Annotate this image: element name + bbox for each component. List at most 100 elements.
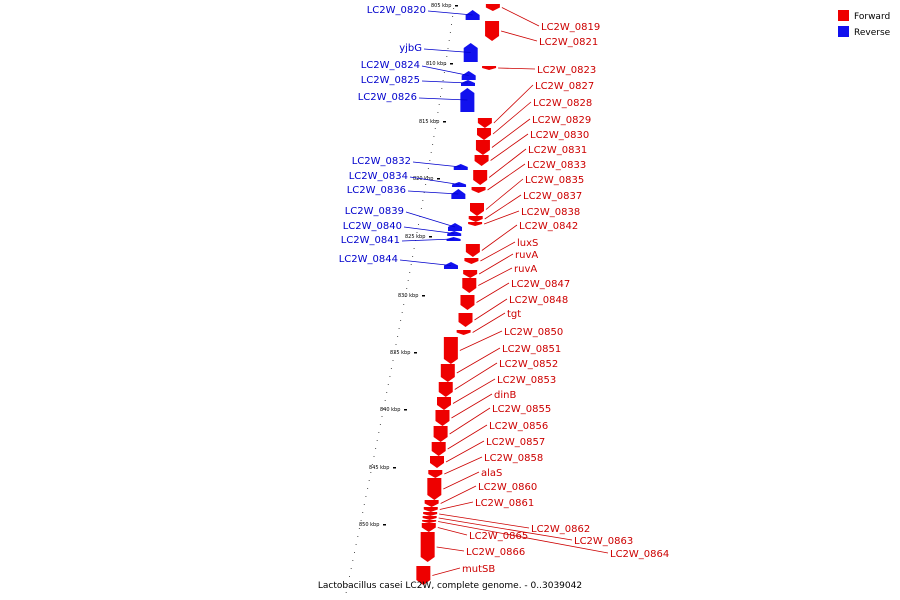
legend-forward-label: Forward — [854, 12, 890, 22]
reverse-gene-label[interactable]: LC2W_0841 — [341, 235, 400, 246]
forward-gene-feature[interactable] — [471, 187, 486, 193]
reverse-gene-label[interactable]: LC2W_0840 — [343, 221, 402, 232]
forward-gene-label[interactable]: LC2W_0828 — [533, 98, 592, 109]
forward-gene-feature[interactable] — [460, 295, 475, 310]
forward-gene-label[interactable]: LC2W_0838 — [521, 207, 580, 218]
forward-gene-feature[interactable] — [443, 337, 458, 364]
forward-gene-feature[interactable] — [420, 532, 435, 562]
forward-gene-label[interactable]: LC2W_0865 — [469, 531, 528, 542]
forward-gene-label[interactable]: luxS — [517, 238, 538, 249]
forward-gene-feature[interactable] — [422, 520, 437, 523]
reverse-gene-label[interactable]: LC2W_0836 — [347, 185, 406, 196]
forward-gene-label[interactable]: LC2W_0837 — [523, 191, 582, 202]
forward-gene-label[interactable]: LC2W_0835 — [525, 175, 584, 186]
guide-dot — [410, 264, 412, 265]
forward-gene-feature[interactable] — [421, 523, 436, 532]
forward-gene-label[interactable]: LC2W_0827 — [535, 81, 594, 92]
forward-gene-feature[interactable] — [468, 222, 483, 226]
forward-gene-label[interactable]: dinB — [494, 390, 516, 401]
forward-gene-label[interactable]: LC2W_0853 — [497, 375, 556, 386]
forward-gene-leader — [480, 241, 516, 262]
reverse-gene-leader — [423, 48, 471, 53]
forward-gene-feature[interactable] — [470, 203, 485, 216]
forward-gene-label[interactable]: LC2W_0831 — [528, 145, 587, 156]
kbp-tick-mark — [393, 467, 396, 469]
forward-gene-feature[interactable] — [473, 170, 488, 185]
forward-gene-label[interactable]: mutSB — [462, 564, 495, 575]
forward-gene-feature[interactable] — [440, 364, 455, 382]
forward-gene-label[interactable]: LC2W_0855 — [492, 404, 551, 415]
forward-gene-feature[interactable] — [431, 442, 446, 456]
forward-gene-feature[interactable] — [428, 470, 443, 478]
forward-gene-feature[interactable] — [464, 258, 479, 264]
forward-gene-label[interactable]: LC2W_0857 — [486, 437, 545, 448]
reverse-gene-label[interactable]: yjbG — [399, 43, 422, 54]
reverse-strand-genes — [443, 10, 480, 269]
forward-gene-feature[interactable] — [456, 330, 471, 335]
forward-gene-feature[interactable] — [475, 140, 490, 155]
forward-gene-label[interactable]: LC2W_0861 — [475, 498, 534, 509]
reverse-gene-label[interactable]: LC2W_0839 — [345, 206, 404, 217]
reverse-gene-label[interactable]: LC2W_0834 — [349, 171, 408, 182]
forward-gene-label[interactable]: LC2W_0829 — [532, 115, 591, 126]
forward-gene-feature[interactable] — [422, 516, 437, 520]
forward-gene-feature[interactable] — [423, 507, 438, 512]
forward-gene-label[interactable]: LC2W_0858 — [484, 453, 543, 464]
forward-gene-label[interactable]: LC2W_0819 — [541, 22, 600, 33]
forward-gene-label[interactable]: LC2W_0842 — [519, 221, 578, 232]
forward-gene-label[interactable]: LC2W_0863 — [574, 536, 633, 547]
forward-gene-feature[interactable] — [458, 313, 473, 327]
reverse-gene-label[interactable]: LC2W_0820 — [367, 5, 426, 16]
forward-gene-feature[interactable] — [465, 244, 480, 257]
forward-gene-feature[interactable] — [430, 456, 445, 468]
forward-gene-feature[interactable] — [485, 4, 500, 11]
guide-dots — [345, 8, 455, 593]
forward-gene-feature[interactable] — [462, 278, 477, 293]
forward-gene-feature[interactable] — [435, 410, 450, 426]
forward-gene-label[interactable]: LC2W_0821 — [539, 37, 598, 48]
forward-gene-label[interactable]: LC2W_0856 — [489, 421, 548, 432]
forward-gene-label[interactable]: LC2W_0866 — [466, 547, 525, 558]
forward-gene-label[interactable]: LC2W_0852 — [499, 359, 558, 370]
forward-gene-label[interactable]: tgt — [507, 309, 521, 320]
reverse-gene-label[interactable]: LC2W_0832 — [352, 156, 411, 167]
forward-gene-feature[interactable] — [416, 566, 431, 585]
forward-gene-feature[interactable] — [438, 382, 453, 397]
forward-gene-feature[interactable] — [482, 66, 497, 70]
guide-dot — [420, 208, 422, 209]
forward-gene-label[interactable]: LC2W_0847 — [511, 279, 570, 290]
forward-gene-feature[interactable] — [477, 118, 492, 128]
forward-gene-feature[interactable] — [485, 21, 500, 41]
forward-gene-feature[interactable] — [424, 500, 439, 507]
forward-gene-feature[interactable] — [433, 426, 448, 442]
forward-gene-label[interactable]: LC2W_0823 — [537, 65, 596, 76]
forward-gene-label[interactable]: LC2W_0830 — [530, 130, 589, 141]
reverse-gene-label[interactable]: LC2W_0844 — [339, 254, 398, 265]
forward-gene-label[interactable]: ruvA — [514, 264, 537, 275]
kbp-tick-label: 825 kbp — [405, 234, 425, 240]
forward-gene-label[interactable]: LC2W_0833 — [527, 160, 586, 171]
forward-gene-feature[interactable] — [427, 478, 442, 500]
forward-gene-label[interactable]: LC2W_0864 — [610, 549, 669, 560]
forward-gene-feature[interactable] — [474, 155, 489, 166]
guide-dot — [345, 592, 347, 593]
reverse-gene-label[interactable]: LC2W_0825 — [361, 75, 420, 86]
forward-gene-feature[interactable] — [463, 270, 478, 278]
forward-gene-label[interactable]: LC2W_0862 — [531, 524, 590, 535]
guide-dot — [378, 432, 380, 433]
reverse-gene-label[interactable]: LC2W_0824 — [361, 60, 420, 71]
forward-gene-leader — [451, 393, 493, 419]
forward-gene-feature[interactable] — [468, 216, 483, 222]
forward-gene-label[interactable]: ruvA — [515, 250, 538, 261]
forward-gene-label[interactable]: LC2W_0850 — [504, 327, 563, 338]
forward-gene-label[interactable]: alaS — [481, 468, 502, 479]
forward-gene-feature[interactable] — [477, 128, 492, 140]
guide-dot — [446, 56, 448, 57]
forward-gene-feature[interactable] — [437, 397, 452, 410]
reverse-gene-label[interactable]: LC2W_0826 — [358, 92, 417, 103]
forward-gene-label[interactable]: LC2W_0851 — [502, 344, 561, 355]
forward-gene-feature[interactable] — [423, 512, 438, 516]
forward-gene-label[interactable]: LC2W_0848 — [509, 295, 568, 306]
forward-gene-leader — [483, 210, 520, 225]
forward-gene-label[interactable]: LC2W_0860 — [478, 482, 537, 493]
